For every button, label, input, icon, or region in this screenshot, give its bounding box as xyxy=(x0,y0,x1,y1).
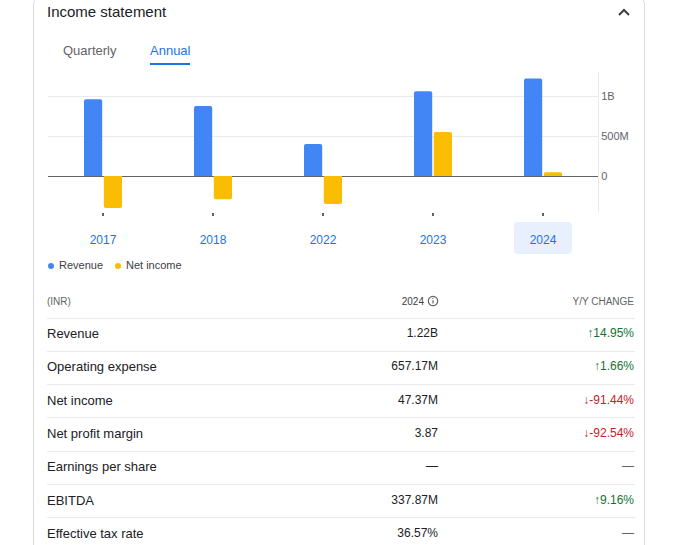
svg-text:2023: 2023 xyxy=(420,233,447,247)
svg-text:2017: 2017 xyxy=(90,233,117,247)
html-text:Effective tax rate: Effective tax rate xyxy=(47,525,144,541)
html-text:↓-92.54%: ↓-92.54% xyxy=(583,425,634,440)
html-text:↑14.95%: ↑14.95% xyxy=(587,326,634,340)
svg-text:0: 0 xyxy=(601,170,607,182)
html-text:↑1.66%: ↑1.66% xyxy=(594,359,634,374)
html-text:Operating expense: Operating expense xyxy=(47,359,157,375)
html-text:47.37M: 47.37M xyxy=(398,392,438,407)
svg-text:2024: 2024 xyxy=(530,233,557,247)
html-text:36.57%: 36.57% xyxy=(397,525,438,540)
html-text:1.22B: 1.22B xyxy=(406,326,438,340)
svg-text:500M: 500M xyxy=(601,130,629,142)
html-text:Quarterly: Quarterly xyxy=(63,43,117,58)
html-text:↓-91.44%: ↓-91.44% xyxy=(583,392,634,407)
html-text:Net income: Net income xyxy=(126,259,182,271)
html-text:Income statement: Income statement xyxy=(47,3,167,20)
html-text:Annual: Annual xyxy=(150,43,191,58)
html-text:EBITDA: EBITDA xyxy=(47,492,94,508)
html-text:↑9.16%: ↑9.16% xyxy=(594,492,634,507)
svg-text:1B: 1B xyxy=(601,90,614,102)
svg-text:2018: 2018 xyxy=(200,233,227,247)
html-text:(INR): (INR) xyxy=(47,296,71,307)
html-text:Revenue: Revenue xyxy=(59,259,103,271)
html-text:Earnings per share: Earnings per share xyxy=(47,459,157,475)
html-text:Revenue: Revenue xyxy=(47,326,99,341)
html-text:Y/Y CHANGE: Y/Y CHANGE xyxy=(572,296,634,307)
html-text:657.17M: 657.17M xyxy=(391,359,438,374)
svg-text:2022: 2022 xyxy=(310,233,337,247)
html-text:3.87: 3.87 xyxy=(414,425,438,440)
html-text:2024: 2024 xyxy=(401,296,424,307)
html-text:Net profit margin: Net profit margin xyxy=(47,425,144,441)
html-text:337.87M: 337.87M xyxy=(391,492,438,507)
html-text:Net income: Net income xyxy=(47,392,113,408)
